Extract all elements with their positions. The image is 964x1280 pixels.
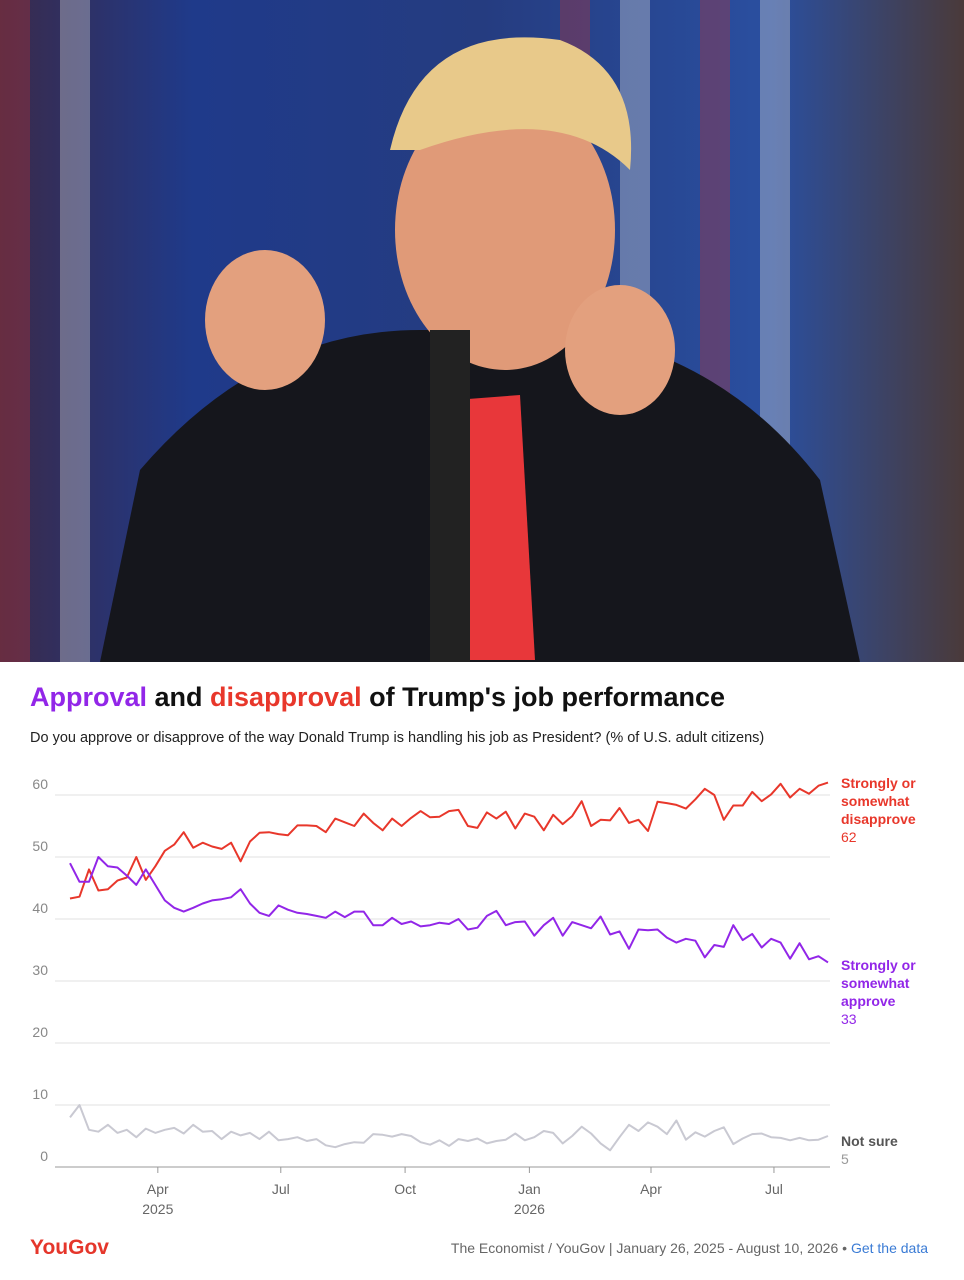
y-tick-label: 20: [32, 1024, 48, 1040]
end-value: 62: [841, 829, 857, 845]
series-name: Strongly or somewhat approve: [841, 957, 916, 1009]
y-tick-label: 10: [32, 1086, 48, 1102]
x-tick-sublabel: 2026: [514, 1201, 545, 1217]
source-text: The Economist / YouGov | January 26, 202…: [450, 1240, 839, 1256]
brand-logo: YouGov: [30, 1236, 109, 1259]
chart: 0 10 20 30 40 50 60 Apr 2025 Jul Oct Jan 2026 Apr Jul: [32, 776, 830, 1217]
series-name: Not sure: [841, 1133, 898, 1149]
series-label: Strongly or somewhat disapprove 62: [841, 774, 951, 846]
line-series: [69, 1104, 829, 1152]
series-label: Strongly or somewhat approve 33: [841, 956, 951, 1028]
chart-panel: 0 10 20 30 40 50 60 Apr 2025 Jul Oct Jan 2026 Apr Jul …: [0, 662, 964, 1280]
end-value: 33: [841, 1011, 857, 1027]
title-part: of Trump's job performance: [361, 682, 726, 712]
x-tick-label: Jul: [272, 1181, 290, 1197]
separator: •: [842, 1240, 848, 1256]
x-tick-label: Jul: [765, 1181, 783, 1197]
x-tick-sublabel: 2025: [142, 1201, 173, 1217]
photo: [0, 0, 964, 662]
line-series: [69, 781, 829, 900]
x-tick-label: Oct: [394, 1181, 416, 1197]
chart-title: Approval and disapproval of Trump's job …: [30, 682, 725, 713]
y-tick-label: 60: [32, 776, 48, 792]
x-tick-label: Jan: [518, 1181, 541, 1197]
y-tick-label: 30: [32, 962, 48, 978]
title-part: and: [147, 682, 211, 712]
end-value: 5: [841, 1151, 849, 1167]
source: The Economist / YouGov | January 26, 202…: [451, 1240, 928, 1256]
series-name: Strongly or somewhat disapprove: [841, 775, 916, 827]
title-part: Approval: [30, 682, 148, 712]
y-tick-label: 0: [40, 1148, 48, 1164]
y-tick-label: 50: [32, 838, 48, 854]
data-link[interactable]: Get the data: [850, 1240, 928, 1256]
y-tick-label: 40: [32, 900, 48, 916]
chart-subtitle: Do you approve or disapprove of the way …: [30, 730, 765, 746]
title-part: disapproval: [210, 682, 362, 712]
x-tick-label: Apr: [147, 1181, 169, 1197]
line-series: [69, 856, 829, 964]
x-tick-label: Apr: [640, 1181, 662, 1197]
series-label: Not sure 5: [841, 1132, 951, 1168]
